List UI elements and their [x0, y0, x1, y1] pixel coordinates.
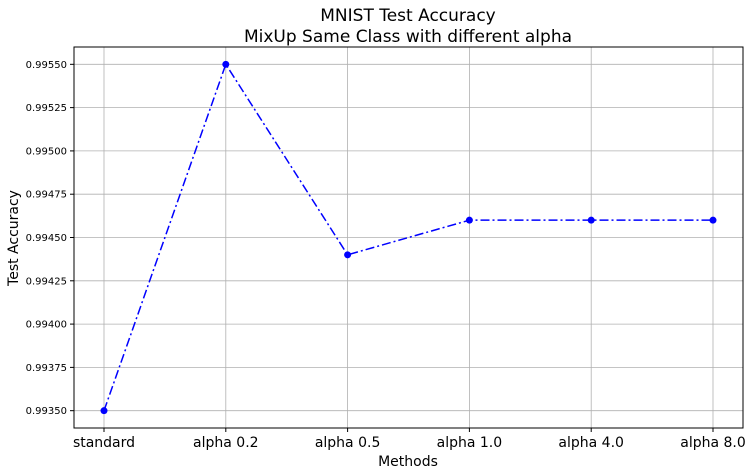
y-tick-label: 0.99375 — [26, 363, 67, 374]
x-tick-label: standard — [73, 435, 135, 451]
plot-frame — [73, 46, 744, 429]
data-point — [465, 216, 473, 224]
chart-subtitle: MixUp Same Class with different alpha — [244, 27, 572, 47]
y-axis: 0.99350 0.99375 0.99400 0.99425 0.99450 0.994… — [26, 60, 74, 417]
series — [100, 60, 717, 415]
data-point — [344, 251, 352, 259]
y-tick-label: 0.99525 — [26, 103, 67, 114]
x-tick-label: alpha 8.0 — [680, 435, 746, 451]
y-tick-label: 0.99450 — [26, 233, 67, 244]
x-tick-label: alpha 4.0 — [558, 435, 624, 451]
x-tick-label: alpha 0.2 — [193, 435, 259, 451]
grid — [74, 47, 743, 428]
y-tick-label: 0.99400 — [26, 320, 67, 331]
y-tick-label: 0.99500 — [26, 146, 67, 157]
y-tick-label: 0.99350 — [26, 406, 67, 417]
data-point — [587, 216, 595, 224]
chart-title: MNIST Test Accuracy — [320, 6, 495, 26]
y-axis-label: Test Accuracy — [6, 190, 22, 287]
x-axis-label: Methods — [378, 454, 438, 470]
y-tick-label: 0.99475 — [26, 190, 67, 201]
data-point — [709, 216, 717, 224]
y-tick-label: 0.99550 — [26, 60, 67, 71]
x-tick-label: alpha 1.0 — [437, 435, 503, 451]
x-axis: standard alpha 0.2 alpha 0.5 alpha 1.0 alpha… — [73, 428, 746, 451]
x-tick-label: alpha 0.5 — [315, 435, 381, 451]
y-tick-label: 0.99425 — [26, 276, 67, 287]
data-point — [100, 407, 108, 415]
data-point — [222, 60, 230, 68]
